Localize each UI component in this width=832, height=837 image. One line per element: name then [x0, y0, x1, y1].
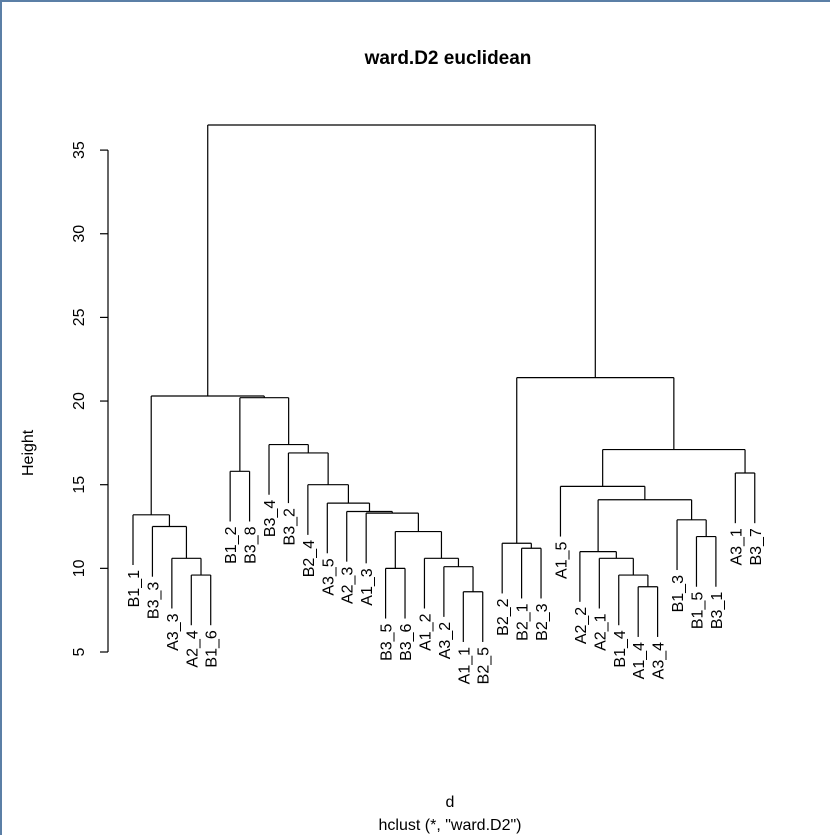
y-tick-label: 35: [71, 141, 88, 159]
leaf-label: B1_5: [689, 592, 706, 629]
merge-link: [423, 557, 460, 609]
y-tick-label: 25: [71, 308, 88, 326]
leaf-label: A1_5: [553, 541, 570, 578]
leaf-label: A2_3: [340, 567, 357, 604]
leaf-label: A2_1: [592, 613, 609, 650]
y-tick-label: 20: [71, 392, 88, 410]
leaf-label: B3_5: [379, 623, 396, 660]
leaf-label: A1_3: [359, 568, 376, 605]
leaf-label: B3_2: [281, 508, 298, 545]
leaf-label: B2_4: [301, 540, 318, 577]
merge-link: [150, 395, 265, 515]
leaf-label: A3_5: [320, 558, 337, 595]
leaf-label: B3_1: [709, 592, 726, 629]
leaf-label: A2_2: [573, 607, 590, 644]
leaf-label: A1_2: [417, 613, 434, 650]
leaf-label: A3_2: [437, 622, 454, 659]
y-tick-label: 15: [71, 476, 88, 494]
merge-link: [394, 530, 443, 569]
merge-link: [598, 557, 634, 609]
merge-link: [384, 567, 406, 619]
y-tick-label: 10: [71, 559, 88, 577]
leaf-label: B1_6: [204, 630, 221, 667]
merge-link: [618, 574, 649, 626]
merge-link: [365, 512, 419, 564]
x-axis-label: d: [446, 794, 455, 811]
merge-link: [695, 535, 717, 587]
leaf-label: B1_3: [670, 575, 687, 612]
leaf-label: A3_3: [165, 613, 182, 650]
leaf-label: A1_4: [631, 642, 648, 679]
merge-link: [307, 484, 349, 535]
merge-link: [516, 377, 675, 544]
merge-link: [637, 586, 659, 637]
leaf-label: B3_6: [398, 623, 415, 660]
leaf-label: B3_4: [262, 500, 279, 537]
merge-link: [602, 448, 746, 487]
chart-subtitle: hclust (*, "ward.D2"): [379, 817, 522, 834]
leaf-label: B2_1: [515, 603, 532, 640]
merge-link: [676, 519, 707, 571]
merge-link: [207, 124, 596, 397]
leaf-label: A2_4: [184, 630, 201, 667]
merge-link: [734, 472, 756, 524]
leaf-label: B3_8: [243, 526, 260, 563]
leaf-label: B1_2: [223, 526, 240, 563]
leaf-label: B1_1: [126, 570, 143, 607]
leaf-label: A3_1: [728, 528, 745, 565]
leaf-label: B2_5: [476, 647, 493, 684]
merge-link: [151, 525, 188, 577]
merge-link: [239, 397, 290, 472]
leaf-label: B3_3: [145, 582, 162, 619]
merge-link: [501, 542, 532, 594]
y-tick-label: 30: [71, 225, 88, 243]
merge-link: [326, 502, 371, 554]
y-axis-label: Height: [20, 429, 37, 476]
merge-link: [171, 557, 202, 609]
merge-link: [346, 510, 393, 562]
merge-link: [579, 551, 617, 602]
leaf-label: A1_1: [456, 647, 473, 684]
leaf-label: B2_3: [534, 603, 551, 640]
leaf-label: A3_4: [651, 642, 668, 679]
dendrogram-tree: [132, 124, 756, 642]
y-ticks: 5 10 15 20 25 30 35: [71, 141, 108, 656]
leaf-labels: B1_1 B3_3A3_3 A2_4 B1_6 B1_2 B3_8B3_4 B3_2B2_4…: [126, 500, 765, 685]
chart-title: ward.D2 euclidean: [364, 48, 532, 69]
merge-link: [190, 574, 212, 626]
merge-link: [520, 547, 542, 599]
y-tick-label: 5: [71, 647, 88, 656]
merge-link: [462, 591, 484, 642]
merge-link: [132, 514, 171, 566]
merge-link: [559, 485, 646, 537]
leaf-label: B3_7: [748, 528, 765, 565]
merge-link: [229, 470, 251, 522]
leaf-label: B2_2: [495, 598, 512, 635]
leaf-label: B1_4: [612, 630, 629, 667]
